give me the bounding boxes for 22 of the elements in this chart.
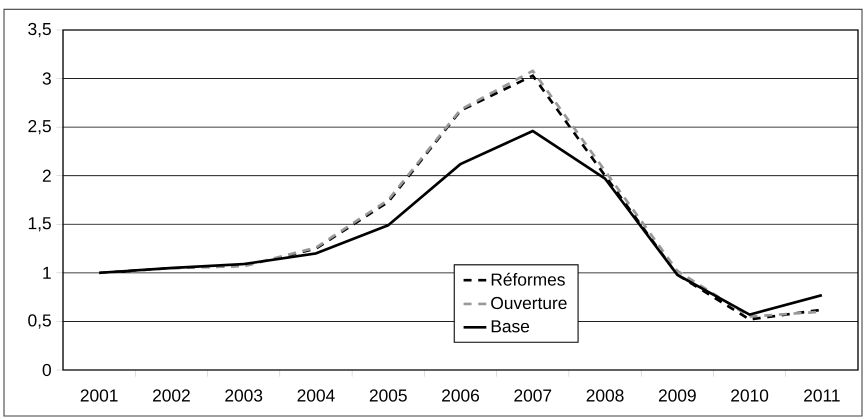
y-tick-label: 3 [42, 72, 51, 85]
x-tick-label: 2011 [804, 389, 840, 402]
y-tick-label: 1,5 [28, 217, 51, 232]
legend-label: Réformes [492, 272, 565, 286]
x-tick-label: 2005 [370, 389, 407, 402]
x-tick-label: 2006 [442, 389, 480, 402]
x-tick-label: 2010 [731, 389, 768, 402]
x-tick-label: 2007 [514, 389, 552, 402]
x-tick-label: 2003 [225, 389, 262, 402]
y-tick-label: 0,5 [28, 314, 51, 329]
y-tick-label: 2 [42, 170, 51, 182]
legend-label: Ouverture [491, 296, 567, 310]
x-tick-label: 2002 [153, 389, 190, 402]
y-tick-label: 0 [42, 364, 51, 376]
y-tick-label: 3,5 [28, 22, 51, 38]
x-tick-label: 2001 [80, 389, 118, 402]
x-tick-label: 2009 [658, 389, 696, 402]
x-tick-label: 2008 [586, 389, 624, 402]
x-tick-label: 2004 [298, 389, 335, 402]
y-tick-label: 2,5 [28, 120, 51, 134]
legend-label: Base [492, 320, 530, 332]
y-tick-label: 1 [43, 266, 51, 279]
